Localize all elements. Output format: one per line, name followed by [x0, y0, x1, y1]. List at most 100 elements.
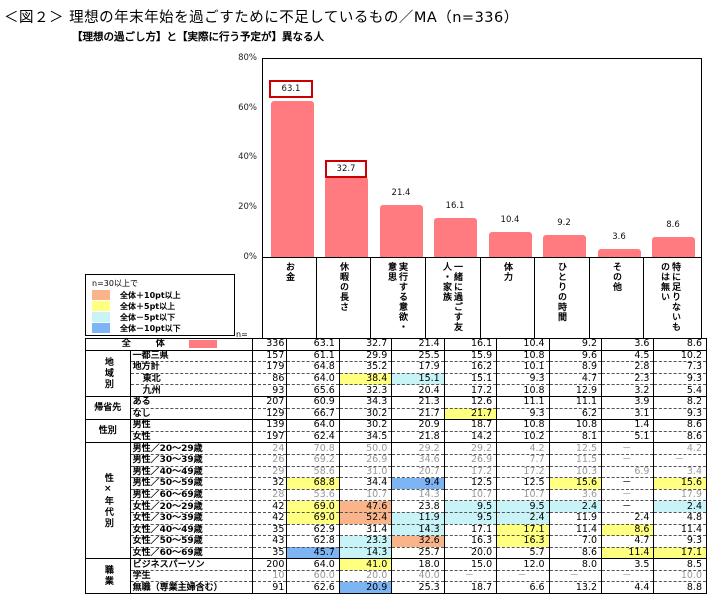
value-cell: 12.6	[444, 396, 498, 409]
row-label: 女性／50～59歳	[130, 535, 253, 548]
value-cell: 4.4	[601, 581, 655, 594]
table-row: 女性／40～49歳 35 62.9 31.4 14.3 17.1 17.1 11.4 8.6 11…	[86, 524, 707, 537]
group-label: 性別	[85, 419, 131, 444]
row-label: 九州	[130, 384, 253, 397]
row-label: 女性／60～69歳	[130, 547, 253, 560]
value-cell: 18.7	[444, 419, 498, 432]
category-label: ひとりの時間	[556, 262, 566, 322]
total-bar-swatch	[188, 339, 217, 348]
value-cell: 9.4	[391, 477, 445, 490]
value-cell: 12.5	[496, 477, 550, 490]
value-cell: 11.4	[653, 524, 707, 537]
value-cell: 2.4	[601, 512, 655, 525]
value-cell: 15.9	[444, 350, 498, 363]
value-cell: 62.6	[286, 581, 340, 594]
value-cell: 52.4	[339, 512, 393, 525]
table-row: 東北 86 64.0 38.4 15.1 15.1 9.3 4.7 2.3 9.3	[86, 373, 707, 386]
value-cell: －	[601, 500, 655, 513]
value-cell: 50.0	[339, 442, 393, 455]
value-cell: 11.4	[601, 547, 655, 560]
value-cell: 11.9	[391, 512, 445, 525]
n-cell: 200	[252, 558, 288, 571]
n-cell: 35	[252, 524, 288, 537]
value-cell: 60.9	[286, 396, 340, 409]
value-cell: 3.1	[601, 408, 655, 421]
value-cell: 3.6	[549, 489, 603, 502]
row-label: 男性	[130, 419, 253, 432]
legend-item: 全体＋10pt以上	[92, 290, 232, 300]
value-cell: 29.9	[339, 350, 393, 363]
value-cell: 66.7	[286, 408, 340, 421]
value-cell: 10.8	[496, 419, 550, 432]
table-row: 九州 93 65.6 32.3 20.4 17.2 10.8 12.9 3.2 5.4	[86, 384, 707, 397]
value-cell: 3.4	[653, 466, 707, 479]
n-cell: 26	[252, 454, 288, 467]
bar-value-label: 10.4	[500, 215, 520, 225]
value-cell: 2.4	[653, 500, 707, 513]
value-cell: 7.7	[496, 454, 550, 467]
group-label: 職業	[85, 558, 131, 594]
value-cell: 10.3	[549, 466, 603, 479]
value-cell: 18.7	[444, 581, 498, 594]
value-cell: 62.9	[286, 524, 340, 537]
bar-okane	[271, 101, 314, 258]
value-cell: 9.3	[496, 408, 550, 421]
value-cell: 9.3	[496, 373, 550, 386]
category-labels: お金 休暇の長さ 実行する意欲・意思 一緒に過ごす友人・家族 体力 ひとりの時間…	[262, 257, 702, 338]
value-cell: 32.3	[339, 384, 393, 397]
bar-value-label: 8.6	[666, 220, 680, 230]
value-cell: 15.1	[444, 373, 498, 386]
value-cell: 26.9	[339, 454, 393, 467]
value-cell: 31.0	[339, 466, 393, 479]
row-label: 東北	[130, 373, 253, 386]
category-label: その他	[611, 262, 621, 292]
table-row: 性×年代別 男性／20～29歳 24 70.8 50.0 29.2 29.2 4.2 12.5 －…	[85, 442, 707, 560]
bar-kyuka	[325, 177, 368, 258]
value-cell: 8.9	[549, 361, 603, 374]
value-cell: 10.7	[339, 489, 393, 502]
value-cell: 62.8	[286, 535, 340, 548]
value-cell: 29.2	[391, 442, 445, 455]
legend-item: 全体＋5pt以上	[92, 301, 232, 311]
row-label: 学生	[130, 570, 253, 583]
value-cell: 4.8	[653, 512, 707, 525]
n-cell: 29	[252, 466, 288, 479]
row-label: 女性／30～39歳	[130, 512, 253, 525]
category-label: 休暇の長さ	[338, 262, 348, 312]
row-label: 女性／20～29歳	[130, 500, 253, 513]
y-tick-0: 0%	[243, 252, 258, 262]
value-cell: 53.6	[286, 489, 340, 502]
category-label: お金	[284, 262, 294, 282]
value-cell: 9.6	[549, 350, 603, 363]
value-cell: 12.0	[496, 558, 550, 571]
value-cell: 16.1	[444, 338, 498, 351]
table-row: 学生 10 60.0 20.0 40.0 －－－－ 10.0	[86, 570, 707, 583]
value-cell: 41.0	[339, 558, 393, 571]
n-cell: 157	[252, 350, 288, 363]
legend-swatch-yellow	[92, 301, 110, 311]
n-cell: 86	[252, 373, 288, 386]
value-cell: 21.3	[391, 396, 445, 409]
value-cell: 34.5	[339, 431, 393, 444]
value-cell: 21.7	[444, 408, 498, 421]
legend-swatch-orange	[92, 290, 110, 300]
bar-tairyoku	[489, 232, 532, 258]
table-row: 性別 男性 139 64.0 30.2 20.9 18.7 10.8 10.8 1.4 8.6	[85, 419, 707, 444]
value-cell: 17.1	[496, 524, 550, 537]
table-row: 女性 197 62.4 34.5 21.8 14.2 10.2 8.1 5.1 8.6	[86, 431, 707, 444]
table-row: 女性／30～39歳 42 69.0 52.4 11.9 9.5 2.4 11.9 2.4 4.8	[86, 512, 707, 525]
value-cell: 4.2	[496, 442, 550, 455]
value-cell: 10.8	[496, 384, 550, 397]
value-cell: 9.3	[653, 408, 707, 421]
value-cell: 63.1	[286, 338, 340, 351]
value-cell: －	[444, 570, 498, 583]
y-tick-20: 20%	[238, 202, 257, 212]
value-cell: 11.1	[496, 396, 550, 409]
bar-value-label: 16.1	[445, 201, 465, 211]
value-cell: 9.5	[444, 512, 498, 525]
table-row: 男性／30～39歳 26 69.2 26.9 34.6 26.9 7.7 11.5 －－	[86, 454, 707, 467]
value-cell: 30.2	[339, 419, 393, 432]
value-cell: 11.1	[549, 396, 603, 409]
n-cell: 207	[252, 396, 288, 409]
value-cell: 47.6	[339, 500, 393, 513]
